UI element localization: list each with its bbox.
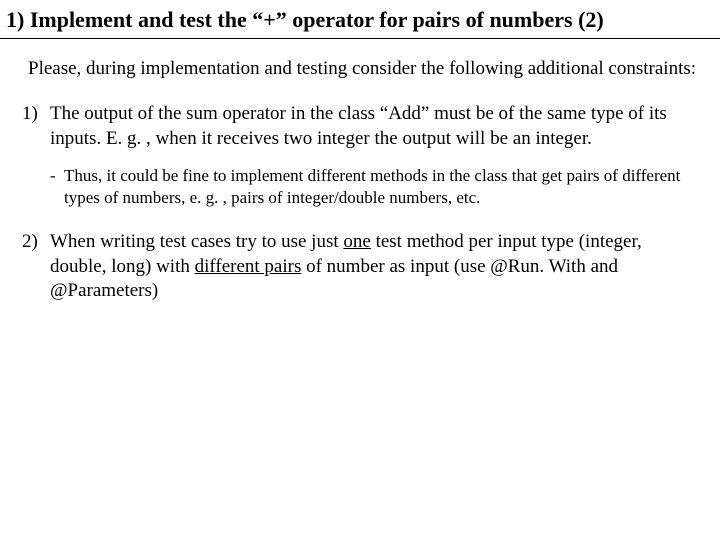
item-number: 2)	[22, 230, 50, 303]
item-text: The output of the sum operator in the cl…	[50, 102, 698, 151]
sub-item-text: Thus, it could be fine to implement diff…	[64, 165, 698, 209]
slide-title: 1) Implement and test the “+” operator f…	[0, 0, 720, 39]
underlined-text: different pairs	[195, 256, 302, 277]
intro-text: Please, during implementation and testin…	[22, 57, 698, 81]
sub-list-item: - Thus, it could be fine to implement di…	[22, 165, 698, 209]
item-number: 1)	[22, 102, 50, 151]
slide: 1) Implement and test the “+” operator f…	[0, 0, 720, 540]
text-segment: When writing test cases try to use just	[50, 231, 343, 252]
list-item: 2) When writing test cases try to use ju…	[22, 230, 698, 303]
list-item: 1) The output of the sum operator in the…	[22, 102, 698, 151]
item-text: When writing test cases try to use just …	[50, 230, 698, 303]
slide-body: Please, during implementation and testin…	[0, 39, 720, 304]
underlined-text: one	[343, 231, 370, 252]
bullet-mark: -	[50, 165, 64, 209]
